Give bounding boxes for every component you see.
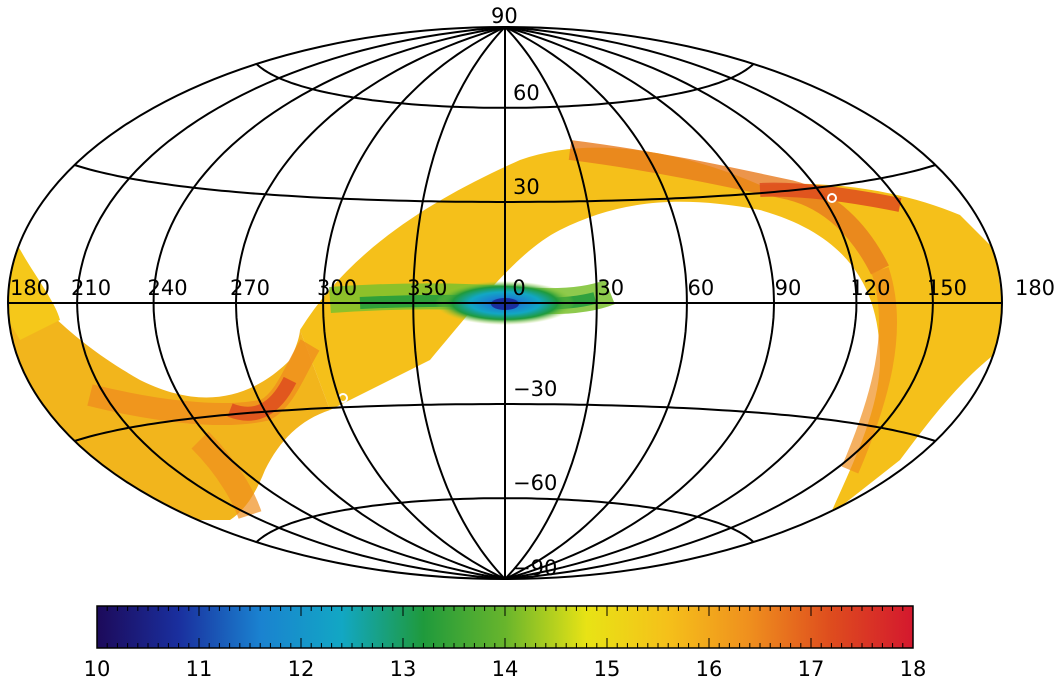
colorbar-label: 12	[288, 657, 315, 681]
longitude-label: 300	[317, 276, 357, 300]
footprint-region-left-edge	[8, 240, 60, 340]
colorbar-ticks	[96, 606, 914, 648]
colorbar-label: 15	[594, 657, 621, 681]
colorbar-label: 14	[492, 657, 519, 681]
longitude-label: 180	[1015, 276, 1055, 300]
longitude-label: 330	[407, 276, 447, 300]
colorbar-label: 18	[900, 657, 927, 681]
longitude-label: 30	[597, 276, 624, 300]
colorbar-label: 17	[798, 657, 825, 681]
footprint-ridge-6	[191, 431, 262, 520]
longitude-label: 240	[148, 276, 188, 300]
latitude-label: 30	[513, 175, 540, 199]
colorbar-label: 13	[390, 657, 417, 681]
longitude-label: 0	[512, 276, 525, 300]
longitude-label: 120	[850, 276, 890, 300]
parallel-line	[255, 497, 755, 543]
longitude-label: 90	[775, 276, 802, 300]
latitude-label: −90	[513, 556, 557, 580]
longitude-label: 210	[71, 276, 111, 300]
colorbar-labels: 10 11 12 13 14 15 16 17 18	[84, 657, 927, 681]
longitude-label: 150	[927, 276, 967, 300]
footprint-region-upper	[300, 147, 1002, 515]
footprint-ridge-3	[841, 267, 898, 474]
graticule	[7, 26, 1003, 580]
footprint-ridge-2	[759, 182, 902, 212]
longitude-label: 270	[230, 276, 270, 300]
parallel-line	[74, 403, 936, 442]
parallel-line	[74, 164, 936, 203]
longitude-label: 180	[10, 276, 50, 300]
latitude-label: 60	[513, 81, 540, 105]
longitude-labels: 180 210 240 270 300 330 0 30 60 90 120 150 180	[10, 276, 1055, 300]
marker-1	[827, 193, 837, 203]
colorbar-label: 16	[696, 657, 723, 681]
latitude-label: 90	[491, 4, 518, 28]
parallel-line	[255, 63, 755, 109]
latitude-label: −60	[513, 471, 557, 495]
latitude-labels: 90 60 30 −30 −60 −90	[491, 4, 557, 580]
longitude-label: 60	[688, 276, 715, 300]
colorbar-label: 11	[186, 657, 213, 681]
colorbar-label: 10	[84, 657, 111, 681]
colorbar: 10 11 12 13 14 15 16 17 18	[84, 605, 927, 681]
latitude-label: −30	[513, 377, 557, 401]
